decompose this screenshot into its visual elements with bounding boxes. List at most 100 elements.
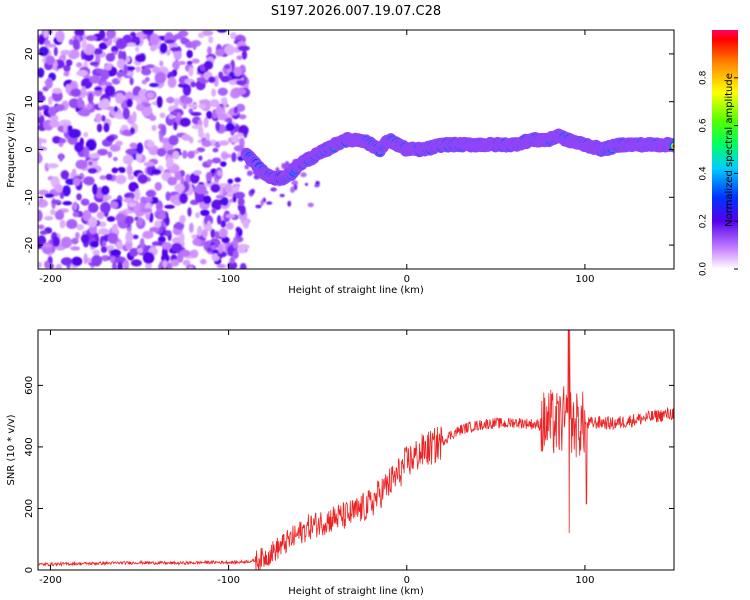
noise-speckle [185, 173, 191, 184]
noise-speckle [304, 182, 309, 186]
noise-speckle [211, 157, 222, 164]
noise-speckle [116, 241, 124, 250]
noise-speckle [220, 75, 231, 83]
snr-y-label: SNR (10 * v/v) [6, 414, 17, 485]
noise-speckle [76, 62, 83, 68]
snr-x-ticks: -200 -100 0 100 [39, 330, 594, 586]
noise-speckle [187, 103, 198, 108]
snr-x-tick-label: -200 [39, 575, 62, 586]
noise-speckle [70, 246, 81, 251]
chart-title: S197.2026.007.19.07.C28 [271, 4, 441, 19]
noise-speckle [71, 237, 79, 245]
noise-speckle [44, 260, 50, 269]
noise-speckle [307, 202, 314, 208]
noise-speckle [49, 119, 60, 128]
noise-speckle [77, 109, 90, 117]
noise-speckle [145, 64, 155, 69]
noise-speckle [188, 66, 194, 77]
noise-speckle [229, 256, 236, 264]
noise-speckle [165, 216, 170, 226]
spectrogram-y-label: Frequency (Hz) [6, 112, 17, 188]
noise-speckle [106, 216, 116, 222]
noise-speckle [41, 243, 53, 249]
noise-speckle [241, 50, 248, 60]
noise-speckle [224, 184, 233, 193]
noise-speckle [129, 247, 139, 257]
noise-speckle [87, 202, 99, 214]
noise-speckle [233, 66, 242, 77]
noise-speckle [174, 171, 182, 181]
noise-speckle [88, 153, 101, 159]
noise-speckle [115, 174, 127, 185]
noise-speckle [174, 221, 185, 230]
noise-speckle [169, 47, 182, 52]
noise-speckle [171, 242, 183, 253]
noise-speckle [60, 257, 73, 266]
noise-speckle [210, 183, 221, 193]
noise-speckle [115, 38, 127, 50]
noise-speckle [160, 124, 167, 136]
noise-speckle [208, 76, 216, 83]
spectrogram-x-tick-label: -100 [217, 274, 240, 285]
noise-speckle [99, 175, 107, 180]
noise-speckle [59, 138, 67, 144]
noise-speckle [217, 112, 228, 121]
noise-speckle [198, 103, 207, 109]
noise-speckle [80, 233, 90, 244]
noise-speckle [206, 220, 212, 231]
noise-speckle [38, 35, 45, 45]
noise-speckle [137, 247, 143, 254]
noise-speckle [87, 92, 94, 104]
noise-speckle [231, 135, 239, 143]
noise-speckle [199, 79, 209, 84]
noise-speckle [86, 103, 93, 110]
noise-speckle [221, 153, 233, 159]
snr-frame [37, 329, 675, 571]
noise-speckle [166, 97, 175, 104]
noise-speckle [114, 256, 127, 264]
noise-speckle [165, 191, 171, 201]
noise-speckle [80, 86, 87, 98]
noise-speckle [132, 111, 137, 123]
noise-speckle [151, 168, 162, 175]
noise-speckle [97, 148, 109, 156]
snr-x-tick-label: -100 [217, 575, 240, 586]
noise-speckle [196, 147, 206, 153]
colorbar-tick-label: 0.2 [699, 214, 709, 228]
noise-speckle [104, 64, 112, 71]
noise-speckle [105, 52, 116, 62]
snr-panel: -200 -100 0 100 0 200 400 600 Height of straig… [6, 329, 675, 597]
noise-speckle [71, 168, 77, 178]
noise-speckle [170, 259, 180, 267]
noise-speckle [143, 161, 155, 167]
noise-speckle [266, 201, 273, 205]
noise-speckle [83, 146, 90, 159]
noise-speckle [106, 30, 116, 39]
noise-speckle [129, 77, 134, 86]
noise-speckle [290, 186, 295, 194]
noise-speckle [38, 137, 44, 144]
noise-speckle [55, 263, 63, 269]
noise-speckle [234, 184, 240, 194]
noise-speckle [188, 136, 194, 144]
noise-speckle [149, 226, 160, 233]
noise-speckle [80, 198, 90, 206]
noise-speckle [101, 115, 106, 122]
noise-speckle [174, 97, 179, 110]
noise-speckle [48, 263, 54, 269]
noise-speckle [291, 180, 299, 186]
noise-speckle [129, 142, 138, 149]
noise-speckle [115, 92, 125, 104]
noise-speckle [98, 228, 110, 235]
noise-speckle [182, 150, 188, 159]
noise-speckle [225, 213, 236, 219]
noise-speckle [152, 66, 160, 74]
noise-speckle [159, 60, 164, 67]
noise-speckle [59, 191, 65, 200]
noise-speckle [237, 243, 247, 254]
noise-speckle [260, 199, 264, 206]
noise-speckle [179, 214, 186, 224]
colorbar-tick-label: 0.6 [699, 118, 709, 133]
